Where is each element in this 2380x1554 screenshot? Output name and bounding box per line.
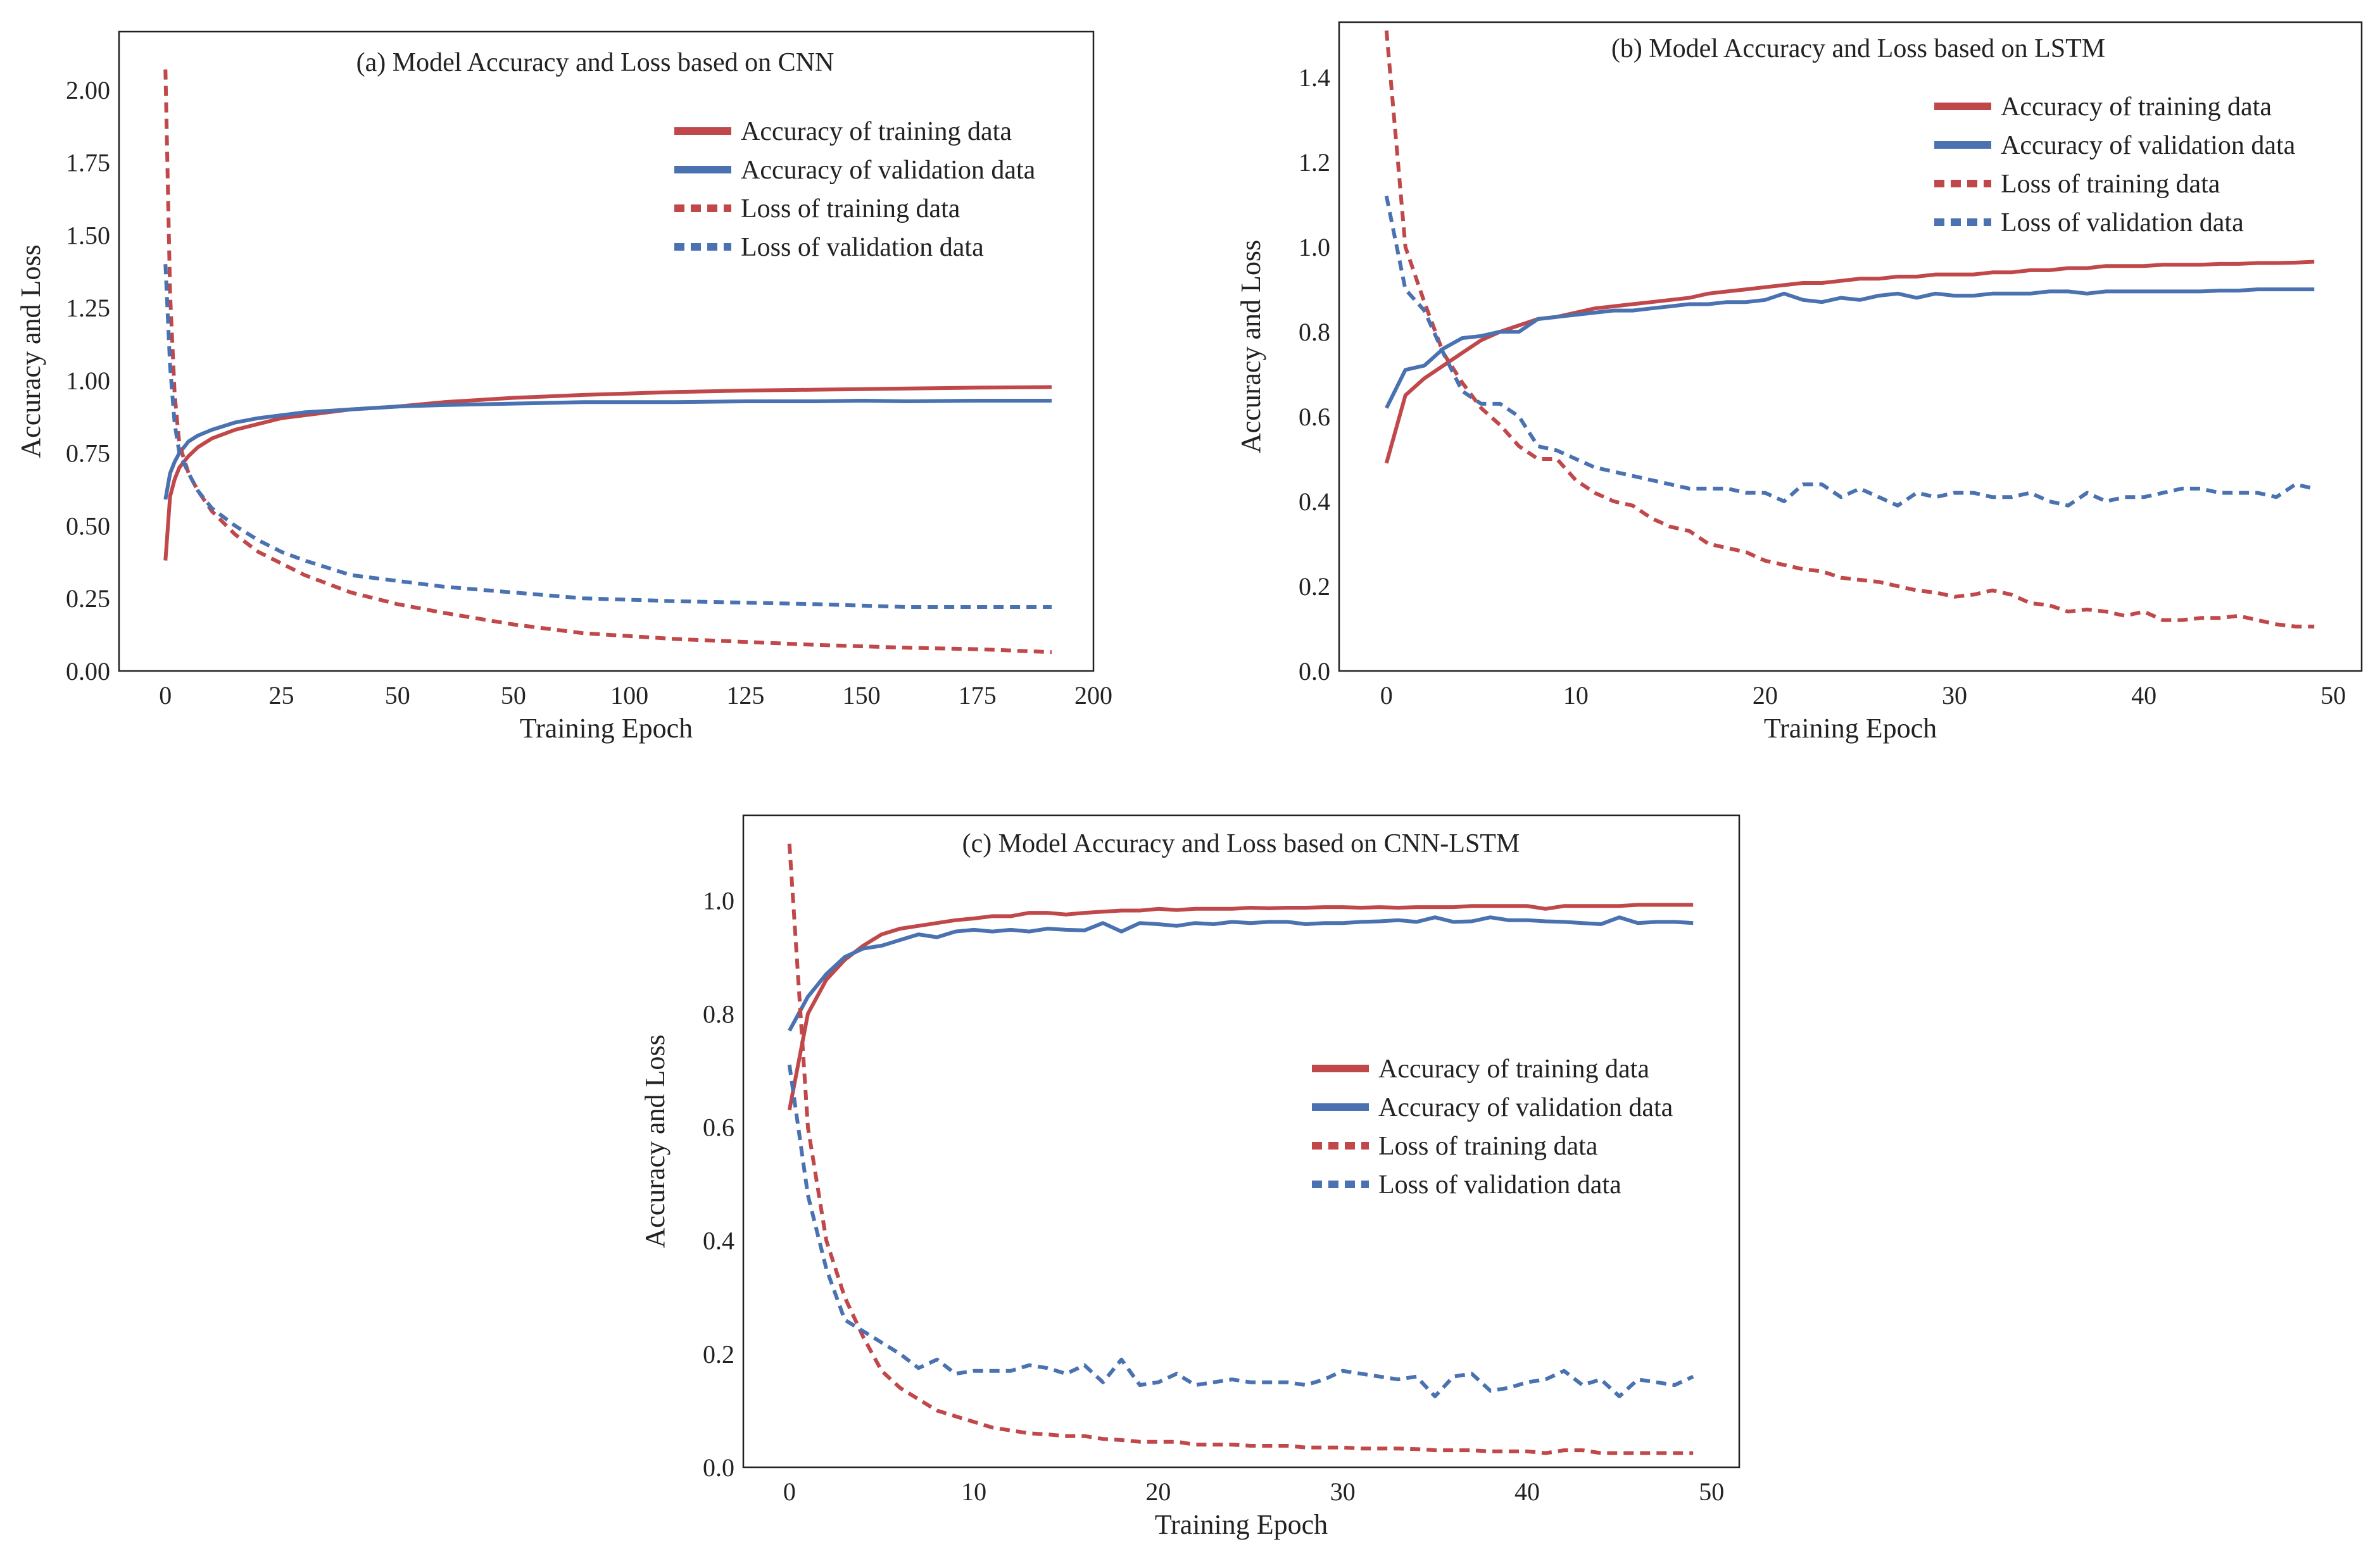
legend-label: Loss of training data bbox=[741, 194, 960, 223]
series-line-loss-of-training-data bbox=[1384, 30, 2315, 629]
x-tick-label: 40 bbox=[2131, 681, 2156, 710]
x-tick-label: 0 bbox=[783, 1477, 796, 1506]
x-tick-label: 175 bbox=[959, 681, 997, 710]
series-line-loss-of-validation-data bbox=[163, 264, 1052, 609]
x-tick-label: 50 bbox=[385, 681, 410, 710]
chart-title: (c) Model Accuracy and Loss based on CNN… bbox=[962, 829, 1520, 858]
x-tick-label: 150 bbox=[843, 681, 881, 710]
y-tick-label: 0.0 bbox=[703, 1453, 734, 1482]
x-tick-label: 0 bbox=[159, 681, 172, 710]
y-tick-label: 1.0 bbox=[1299, 233, 1330, 261]
chart-panel-1: 0 10 20 30 40 50 0.0 0.2 0.4 0.6 0.8 1.0 1.2 1.4 Train… bbox=[1235, 21, 2363, 744]
legend-label: Loss of training data bbox=[2001, 170, 2220, 199]
y-tick-label: 0.8 bbox=[703, 999, 734, 1028]
y-tick-label: 0.00 bbox=[66, 657, 110, 686]
x-tick-label: 200 bbox=[1074, 681, 1112, 710]
series-line-accuracy-of-validation-data bbox=[788, 915, 1694, 1032]
y-tick-label: 1.75 bbox=[66, 149, 110, 177]
x-tick-label: 20 bbox=[1145, 1477, 1171, 1506]
legend-label: Loss of training data bbox=[1378, 1132, 1598, 1161]
legend-label: Accuracy of training data bbox=[1378, 1055, 1649, 1084]
legend-label: Accuracy of training data bbox=[741, 117, 1012, 146]
x-tick-label: 40 bbox=[1514, 1477, 1540, 1506]
series-line-accuracy-of-training-data bbox=[787, 903, 1694, 1111]
y-tick-label: 1.0 bbox=[703, 886, 734, 915]
legend-label: Accuracy of training data bbox=[2001, 92, 2272, 122]
chart-title: (b) Model Accuracy and Loss based on LST… bbox=[1611, 34, 2105, 63]
plot-frame bbox=[118, 30, 1095, 672]
y-tick-label: 1.4 bbox=[1299, 63, 1330, 92]
x-tick-label: 20 bbox=[1753, 681, 1778, 710]
series-line-accuracy-of-validation-data bbox=[163, 399, 1052, 500]
legend-label: Loss of validation data bbox=[741, 233, 984, 262]
plot-frame bbox=[1338, 21, 2363, 672]
x-tick-label: 50 bbox=[501, 681, 526, 710]
y-axis-label: Accuracy and Loss bbox=[1235, 240, 1266, 453]
y-tick-label: 0.2 bbox=[703, 1340, 734, 1369]
legend-label: Accuracy of validation data bbox=[2001, 131, 2296, 160]
x-tick-label: 50 bbox=[1699, 1477, 1724, 1506]
legend-label: Accuracy of validation data bbox=[1378, 1093, 1673, 1122]
x-tick-label: 10 bbox=[1563, 681, 1589, 710]
y-tick-label: 0.8 bbox=[1299, 318, 1330, 346]
x-tick-label: 30 bbox=[1330, 1477, 1356, 1506]
y-tick-label: 0.6 bbox=[1299, 403, 1330, 431]
series-line-accuracy-of-validation-data bbox=[1385, 287, 2315, 409]
series-line-loss-of-validation-data bbox=[1384, 196, 2315, 508]
chart-panel-0: 0 25 50 50 100 125 150 175 200 0.00 0.25 0.50 0.75 1.… bbox=[15, 30, 1112, 744]
y-axis-label: Accuracy and Loss bbox=[15, 244, 46, 458]
chart-title: (a) Model Accuracy and Loss based on CNN bbox=[356, 48, 834, 77]
x-tick-label: 100 bbox=[610, 681, 648, 710]
x-axis-label: Training Epoch bbox=[520, 713, 693, 744]
y-tick-label: 2.00 bbox=[66, 76, 110, 104]
y-tick-label: 0.0 bbox=[1299, 657, 1330, 686]
y-tick-label: 1.25 bbox=[66, 294, 110, 322]
x-tick-label: 50 bbox=[2320, 681, 2346, 710]
y-tick-label: 0.4 bbox=[703, 1227, 734, 1255]
x-tick-label: 25 bbox=[269, 681, 294, 710]
y-tick-label: 1.50 bbox=[66, 221, 110, 249]
y-tick-label: 0.2 bbox=[1299, 572, 1330, 601]
y-tick-label: 1.2 bbox=[1299, 148, 1330, 177]
x-tick-label: 0 bbox=[1380, 681, 1393, 710]
y-tick-label: 0.50 bbox=[66, 511, 110, 540]
x-axis-label: Training Epoch bbox=[1764, 713, 1937, 744]
y-axis-label: Accuracy and Loss bbox=[639, 1034, 671, 1248]
plot-frame bbox=[742, 814, 1741, 1469]
x-axis-label: Training Epoch bbox=[1155, 1509, 1328, 1540]
x-tick-label: 10 bbox=[961, 1477, 986, 1506]
y-tick-label: 0.75 bbox=[66, 439, 110, 468]
x-tick-label: 125 bbox=[726, 681, 764, 710]
series-line-loss-of-training-data bbox=[787, 843, 1694, 1455]
chart-panel-2: 0 10 20 30 40 50 0.0 0.2 0.4 0.6 0.8 1.0 Training Ep… bbox=[639, 814, 1741, 1540]
legend-label: Loss of validation data bbox=[2001, 208, 2244, 237]
y-tick-label: 0.6 bbox=[703, 1113, 734, 1142]
y-tick-label: 0.4 bbox=[1299, 487, 1330, 516]
legend-label: Accuracy of validation data bbox=[741, 156, 1036, 185]
x-tick-label: 30 bbox=[1942, 681, 1967, 710]
y-tick-label: 0.25 bbox=[66, 584, 110, 613]
y-tick-label: 1.00 bbox=[66, 367, 110, 395]
legend-label: Loss of validation data bbox=[1378, 1170, 1621, 1200]
